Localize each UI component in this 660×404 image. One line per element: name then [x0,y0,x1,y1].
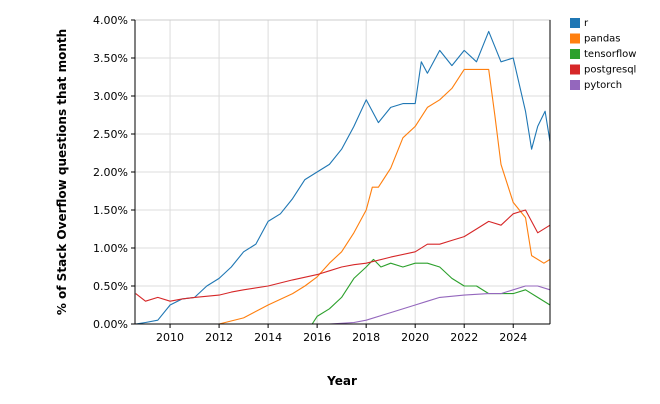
y-tick-label: 0.50% [93,280,128,293]
series-line-pandas [218,68,551,325]
y-tick-label: 0.00% [93,318,128,331]
legend: r pandas tensorflow postgresql pytorch [570,18,636,91]
legend-swatch-tensorflow [570,49,580,59]
y-tick-label: 2.50% [93,128,128,141]
y-tick-label: 1.00% [93,242,128,255]
legend-swatch-pytorch [570,80,580,90]
y-tick-label: 3.50% [93,52,128,65]
series-line-pytorch [329,285,551,325]
series-line-r [135,30,551,325]
x-tick-label: 2010 [156,331,184,344]
x-tick-label: 2022 [450,331,478,344]
y-tick-label: 3.00% [93,90,128,103]
legend-label-pandas: pandas [584,34,621,45]
series-lines [135,30,551,325]
axes: 0.00% 0.50% 1.00% 1.50% 2.00% 2.50% 3.00% 3.50%… [93,14,551,344]
x-axis-title: Year [326,374,357,388]
legend-label-postgresql: postgresql [584,65,636,76]
y-axis-title: % of Stack Overflow questions that month [55,29,69,315]
legend-label-pytorch: pytorch [584,80,622,91]
series-line-tensorflow [311,258,551,325]
x-tick-label: 2020 [401,331,429,344]
series-line-postgresql [135,209,551,302]
legend-swatch-postgresql [570,64,580,75]
legend-label-tensorflow: tensorflow [584,49,636,60]
x-tick-label: 2018 [352,331,380,344]
x-tick-label: 2014 [254,331,282,344]
y-tick-label: 2.00% [93,166,128,179]
legend-swatch-r [570,18,580,28]
legend-label-r: r [584,18,589,29]
x-tick-label: 2016 [303,331,331,344]
y-tick-label: 1.50% [93,204,128,217]
gridlines [134,19,551,325]
y-tick-label: 4.00% [93,14,128,27]
legend-swatch-pandas [570,33,580,44]
x-tick-label: 2024 [499,331,527,344]
x-tick-label: 2012 [205,331,233,344]
